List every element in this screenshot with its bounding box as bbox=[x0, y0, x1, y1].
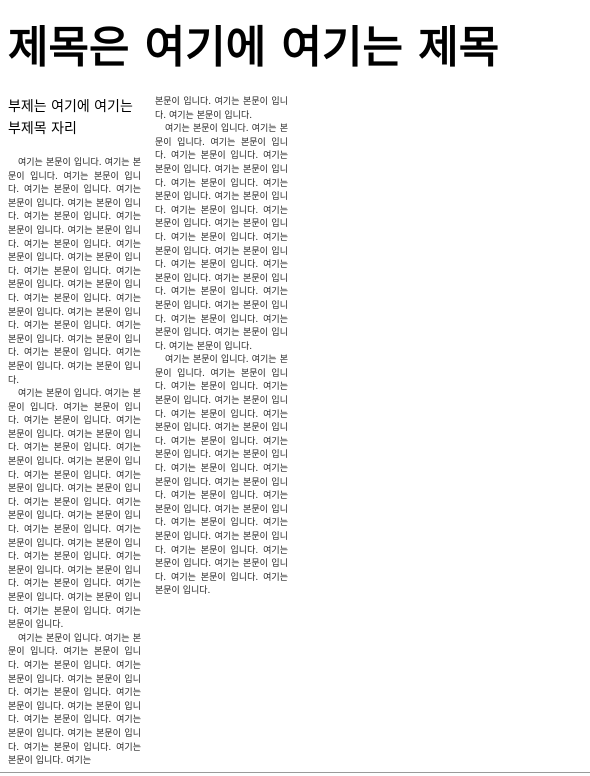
body-paragraph: 여기는 본문이 입니다. 여기는 본문이 입니다. 여기는 본문이 입니다. 여… bbox=[155, 124, 288, 352]
body-paragraph: 여기는 본문이 입니다. 여기는 본문이 입니다. 여기는 본문이 입니다. 여… bbox=[8, 389, 141, 631]
body-columns: 부제는 여기에 여기는 부제목 자리 여기는 본문이 입니다. 여기는 본문이 … bbox=[8, 96, 582, 769]
column-1: 부제는 여기에 여기는 부제목 자리 여기는 본문이 입니다. 여기는 본문이 … bbox=[8, 96, 141, 769]
body-paragraph: 본문이 입니다. 여기는 본문이 입니다. 여기는 본문이 입니다. bbox=[155, 97, 288, 121]
body-paragraph: 여기는 본문이 입니다. 여기는 본문이 입니다. 여기는 본문이 입니다. 여… bbox=[8, 633, 141, 767]
subtitle: 부제는 여기에 여기는 부제목 자리 bbox=[8, 99, 133, 137]
body-paragraph: 여기는 본문이 입니다. 여기는 본문이 입니다. 여기는 본문이 입니다. 여… bbox=[155, 355, 288, 597]
body-paragraph: 여기는 본문이 입니다. 여기는 본문이 입니다. 여기는 본문이 입니다. 여… bbox=[8, 158, 141, 386]
column-2: 본문이 입니다. 여기는 본문이 입니다. 여기는 본문이 입니다. 여기는 본… bbox=[155, 96, 288, 769]
bottom-divider bbox=[0, 772, 590, 773]
page-title: 제목은 여기에 여기는 제목 bbox=[8, 22, 500, 73]
